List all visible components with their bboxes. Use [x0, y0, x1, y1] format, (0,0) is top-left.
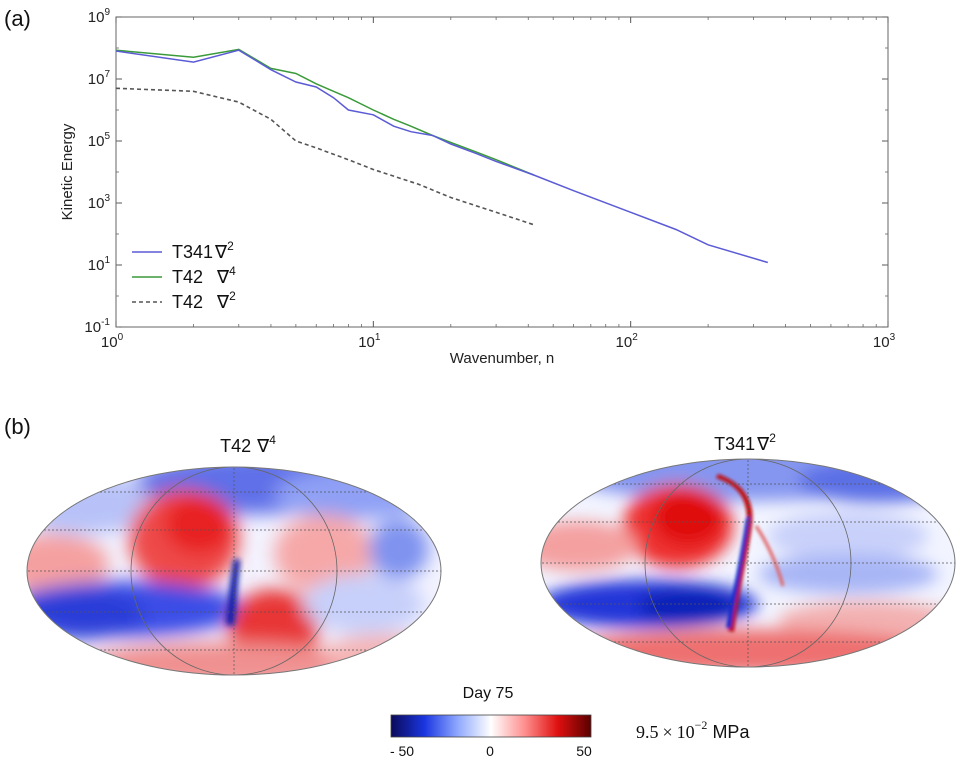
x-tick-label-base: 10	[101, 334, 118, 351]
legend-entry-power: 2	[227, 239, 234, 253]
y-tick-label: 10-1	[84, 317, 110, 336]
legend-entry: T42 ∇2	[172, 289, 236, 312]
scale-exponent: −2	[695, 718, 708, 732]
map-title-left-power: 4	[269, 433, 276, 447]
panel-label-a: (a)	[4, 6, 31, 31]
map-title-right-power: 2	[769, 431, 776, 445]
y-axis-label: Kinetic Energy	[59, 123, 76, 220]
series-line-t42-4	[115, 48, 534, 176]
y-tick-label: 101	[88, 255, 111, 274]
x-tick-label: 100	[101, 332, 124, 351]
colorbar-mid-label: 0	[486, 743, 494, 759]
map-title-left: T42 ∇4	[220, 433, 276, 456]
legend-entry-power: 4	[229, 264, 236, 278]
legend-entry: T341 ∇2	[172, 239, 234, 262]
series-line-t42-2	[115, 87, 534, 226]
map-title-left-name: T42	[220, 436, 251, 456]
x-axis-label: Wavenumber, n	[450, 350, 555, 367]
legend-entry-operator: ∇	[216, 292, 230, 312]
map-title-right: T341 ∇2	[714, 431, 776, 454]
y-tick-label-exp: 9	[104, 7, 110, 18]
plot-area	[115, 16, 889, 328]
scale-unit: MPa	[712, 722, 750, 742]
y-tick-label-base: 10	[88, 257, 105, 274]
legend-entry-power: 2	[229, 289, 236, 303]
x-tick-label-base: 10	[873, 334, 890, 351]
y-tick-label: 107	[88, 69, 111, 88]
map-title-right-name: T341	[714, 434, 755, 454]
map-titles: T42 ∇4 T341 ∇2	[220, 431, 776, 456]
y-tick-label-exp: 3	[104, 193, 110, 204]
x-tick-label-exp: 0	[118, 332, 124, 343]
y-tick-label-exp: 1	[104, 255, 110, 266]
legend-entry-operator: ∇	[214, 242, 228, 262]
colorbar	[390, 714, 592, 738]
y-tick-label-base: 10	[88, 9, 105, 26]
day-caption: Day 75	[463, 685, 514, 702]
colorbar-min-label: - 50	[390, 743, 414, 759]
data-series	[115, 48, 769, 264]
legend-entry-operator: ∇	[216, 267, 230, 287]
mollweide-map-t42	[26, 466, 442, 676]
scale-factor: 9.5 × 10−2 MPa	[636, 718, 750, 742]
mollweide-map-t341	[540, 458, 956, 668]
y-tick-label: 109	[88, 7, 111, 26]
panel-label-b: (b)	[4, 414, 31, 439]
colorbar-area: Day 75 - 50 0 50 9.5 × 10−2 MPa	[390, 685, 751, 759]
x-tick-label: 101	[358, 332, 381, 351]
y-tick-label: 105	[88, 131, 111, 150]
scale-mantissa: 9.5	[636, 722, 659, 742]
y-tick-label-exp: -1	[101, 317, 110, 328]
x-tick-label-exp: 3	[890, 332, 896, 343]
y-tick-label-base: 10	[84, 319, 101, 336]
x-tick-label-exp: 2	[632, 332, 638, 343]
scale-times: ×	[663, 722, 673, 742]
x-tick-label-base: 10	[616, 334, 633, 351]
y-tick-label-base: 10	[88, 195, 105, 212]
stress-field	[541, 459, 955, 667]
x-tick-label-base: 10	[358, 334, 375, 351]
legend-entry-name: T42	[172, 267, 203, 287]
x-tick-label-exp: 1	[375, 332, 381, 343]
y-tick-label-exp: 7	[104, 69, 110, 80]
stress-field	[27, 467, 441, 675]
series-line-t341-2	[115, 49, 769, 264]
y-tick-label: 103	[88, 193, 111, 212]
map-title-left-operator: ∇	[256, 436, 270, 456]
y-tick-label-base: 10	[88, 133, 105, 150]
x-tick-label: 102	[616, 332, 639, 351]
y-tick-label-base: 10	[88, 71, 105, 88]
legend-entry-name: T42	[172, 292, 203, 312]
legend-entry: T42 ∇4	[172, 264, 236, 287]
map-title-right-operator: ∇	[756, 434, 770, 454]
x-tick-label: 103	[873, 332, 896, 351]
y-tick-label-exp: 5	[104, 131, 110, 142]
legend-entry-name: T341	[172, 242, 213, 262]
colorbar-max-label: 50	[576, 743, 592, 759]
scale-base: 10	[677, 722, 695, 742]
